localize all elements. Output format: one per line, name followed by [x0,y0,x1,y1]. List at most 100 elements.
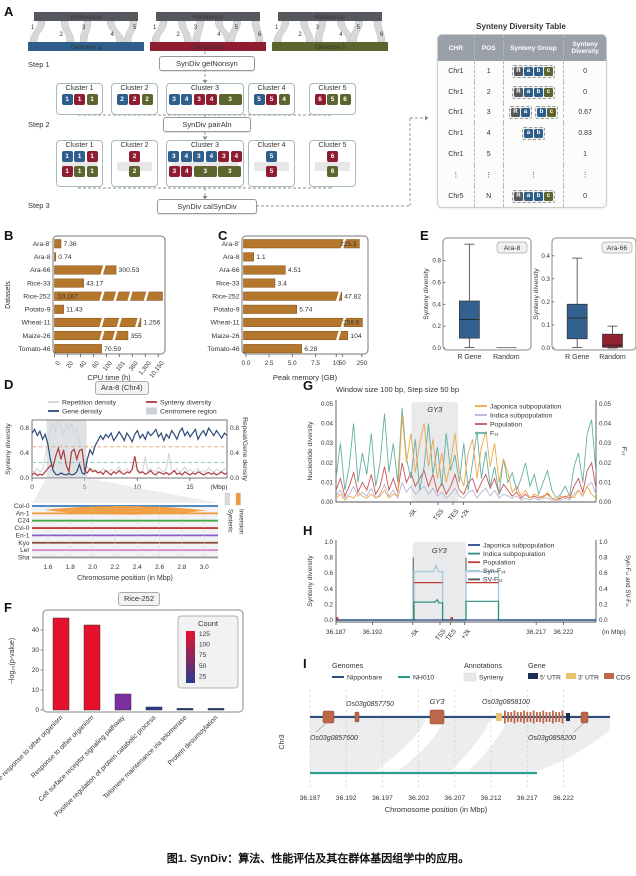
svg-text:0.00: 0.00 [599,499,612,506]
bar [54,239,62,249]
accession-label: Eri-1 [16,532,30,539]
panel-e-boxplots: Synteny diversity 0.0 0.2 0.4 0.6 0.8 Ara-8 R G… [423,237,636,361]
svg-text:0.0: 0.0 [324,617,333,624]
svg-text:20: 20 [32,667,40,674]
cluster-cell: 5 [266,166,277,177]
cluster-cell: 3 [218,94,242,105]
legend-label: Japonica subpopulation [490,403,562,410]
svg-text:100: 100 [199,642,210,649]
cluster-cell: 4 [278,94,290,105]
cell-diversity: 0.67 [563,102,606,124]
gene-os03g0857750 [354,711,360,723]
bar [54,278,84,288]
cluster-cell: 5 [327,94,338,105]
svg-text:15: 15 [186,484,194,491]
legend-label: Fₛₜ [490,430,499,437]
cluster-cell: 4 [181,166,193,177]
x-tick: 60 [91,360,101,370]
cluster-title: Cluster 4 [257,85,286,92]
accession-label: An-1 [16,510,30,517]
cell-chr: Chr1 [448,151,464,159]
step-line [336,563,596,621]
cluster-cell: 5 [266,151,277,162]
svg-text:6: 6 [258,32,262,38]
y-tick: 0.2 [541,299,550,306]
panel-b-label: B [4,228,14,243]
table-row: Chr1 4 a b 0.83 [438,123,606,145]
svg-text:125: 125 [199,631,210,638]
table-row: ⋮ ⋮ ⋮ ⋮ [438,164,606,186]
series-line [31,445,228,477]
cluster-cell: 3 [193,166,217,177]
bar-value: 70.59 [104,346,121,353]
go-term-label: Response to other organism [30,714,96,780]
svg-text:2.4: 2.4 [133,564,142,571]
svg-text:0.0: 0.0 [599,617,608,624]
svg-text:3: 3 [316,25,320,31]
cluster-cell: 3 [168,151,180,162]
gene-label: Os03g0858100 [482,699,530,706]
svg-text:2.6: 2.6 [155,564,164,571]
legend-label: Indica subpopulation [490,412,553,419]
x-tick: 250 [357,360,368,367]
cluster-cell: 2 [141,94,153,105]
svg-text:0.01: 0.01 [321,479,334,486]
box-category: Random [599,354,626,361]
reference-bar [278,12,382,21]
svg-text:Reference: Reference [71,14,101,21]
svg-text:36.187: 36.187 [326,629,346,636]
cell-pos: 2 [473,81,503,103]
dataset-label: Rice-33 [27,280,51,287]
gene-gy3 [429,709,445,725]
svg-text:Chromosome position (in Mbp): Chromosome position (in Mbp) [77,575,173,582]
go-term-bar [145,706,163,711]
bar-value: 1.1 [256,254,266,261]
svg-text:Annotations: Annotations [464,661,502,670]
bar [243,291,342,301]
cell-group: ⋮ [502,164,564,186]
svg-text:0.0: 0.0 [230,475,239,482]
cluster-title: Cluster 2 [120,85,149,92]
x-tick: 50 [339,360,347,367]
y-axis-label: Synteny diversity [423,268,430,320]
box-category: Random [493,354,520,361]
cluster-cell: 4 [230,151,242,162]
svg-text:Datasets: Datasets [5,281,12,309]
legend-label: CDS [616,675,631,682]
bar [54,252,57,262]
cluster-box: Cluster 2 2 2 [111,140,158,187]
svg-text:0: 0 [30,484,34,491]
y-tick: 0.6 [432,279,441,286]
dataset-label: Rice-252 [23,293,50,300]
cell-group [502,144,564,165]
dataset-label: Ara-66 [30,267,51,274]
x-tick: 100 [102,360,114,373]
x-tick: 2.5 [265,360,274,367]
table-header: POS [473,35,503,61]
series-line [335,481,597,501]
cluster-cell: 4 [180,151,192,162]
svg-text:0.02: 0.02 [599,460,612,467]
cluster-cell: 1 [74,151,85,162]
svg-text:50: 50 [199,663,207,670]
cell-chr: ⋮ [452,172,460,180]
svg-text:(Mbp): (Mbp) [211,484,228,491]
panel-c-label: C [218,228,228,243]
cluster-cell: 1 [86,166,98,177]
svg-text:(in Mbp): (in Mbp) [602,629,626,636]
panel-h-chart: GY3 0.0 0.0 0.2 0.2 0.4 0.4 0.6 0.6 0.8 0.8 1.0 1.0 S… [307,539,631,642]
bar-value: 4.51 [288,267,301,274]
svg-text:GY3: GY3 [432,546,448,555]
accession-label: Kyo [18,540,30,547]
svg-text:1.0: 1.0 [599,539,608,546]
svg-text:Synteny diversity: Synteny diversity [307,555,314,607]
svg-text:0.02: 0.02 [321,460,334,467]
x-tick: 36.222 [553,795,574,802]
accession-label: C24 [18,518,30,525]
cluster-cell: 6 [314,94,326,105]
x-tick: 36.212 [481,795,502,802]
svg-text:3: 3 [194,25,198,31]
